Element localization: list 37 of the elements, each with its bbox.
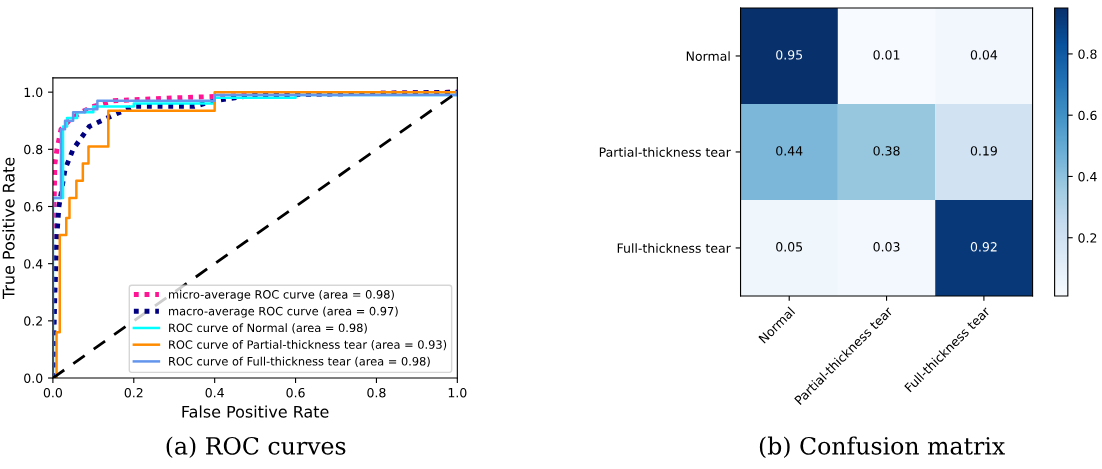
text: (a) ROC curves bbox=[166, 436, 346, 459]
y-tick-label: 1.0 bbox=[24, 87, 43, 98]
data-label: 0.38 bbox=[873, 146, 900, 156]
y-tick-label: Partial-thickness tear bbox=[599, 147, 731, 157]
y-tick-label: Full-thickness tear bbox=[617, 243, 731, 253]
y-tick-label: Normal bbox=[686, 51, 730, 61]
text: (b) Confusion matrix bbox=[759, 436, 1005, 459]
x-tick-label: 1.0 bbox=[448, 387, 467, 398]
x-tick-label: 0.6 bbox=[286, 387, 305, 398]
x-tick-label: 0.0 bbox=[43, 387, 63, 398]
x-tick-label: 0.2 bbox=[124, 387, 143, 398]
color-bar-label: 0.4 bbox=[1078, 171, 1097, 182]
data-label: 0.03 bbox=[873, 242, 900, 252]
legend-label: ROC curve of Normal (area = 0.98) bbox=[169, 323, 367, 334]
legend-label: micro-average ROC curve (area = 0.98) bbox=[169, 289, 394, 301]
x-tick-label: 0.8 bbox=[367, 387, 386, 398]
y-tick-label: 0.4 bbox=[24, 259, 43, 269]
y-tick-label: 0.8 bbox=[24, 144, 43, 155]
y-tick-label: 0.0 bbox=[24, 373, 43, 383]
y-tick-label: 0.2 bbox=[24, 316, 42, 326]
data-label: 0.95 bbox=[776, 50, 803, 60]
data-label: 0.05 bbox=[776, 242, 803, 252]
data-label: 0.04 bbox=[970, 50, 998, 60]
data-label: 0.44 bbox=[776, 146, 803, 156]
legend-label: ROC curve of Partial-thickness tear (area = 0.93) bbox=[169, 340, 447, 351]
color-bar-label: 0.8 bbox=[1078, 49, 1097, 59]
color-bar-label: 0.6 bbox=[1078, 110, 1097, 121]
x-axis-title: False Positive Rate bbox=[182, 405, 329, 418]
data-label: 0.92 bbox=[970, 242, 997, 252]
legend-label: ROC curve of Full-thickness tear (area = 0.98) bbox=[169, 356, 430, 367]
x-tick-label: 0.4 bbox=[205, 387, 224, 398]
color-bar-label: 0.2 bbox=[1078, 233, 1097, 243]
legend-label: macro-average ROC curve (area = 0.97) bbox=[169, 306, 398, 318]
y-axis-title: True Positive Rate bbox=[2, 157, 15, 300]
data-label: 0.01 bbox=[873, 50, 900, 60]
data-label: 0.19 bbox=[970, 146, 997, 156]
y-tick-label: 0.6 bbox=[24, 201, 43, 212]
